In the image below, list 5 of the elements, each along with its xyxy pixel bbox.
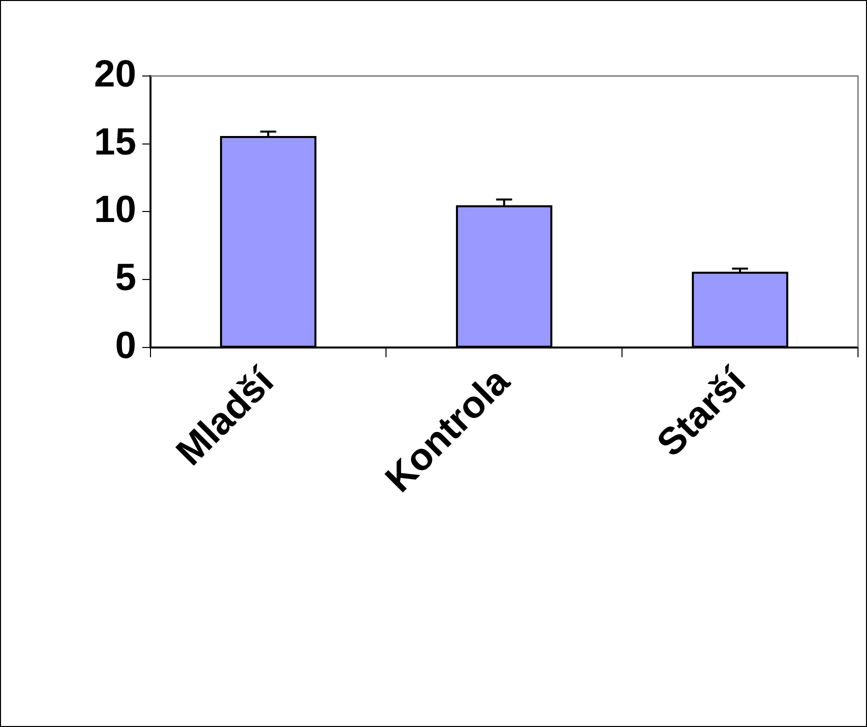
y-tick-label: 15 <box>94 121 136 164</box>
y-tick-label: 0 <box>115 324 136 367</box>
y-tick-label: 5 <box>115 256 136 299</box>
y-tick-label: 20 <box>94 53 136 96</box>
y-tick-label: 10 <box>94 189 136 232</box>
